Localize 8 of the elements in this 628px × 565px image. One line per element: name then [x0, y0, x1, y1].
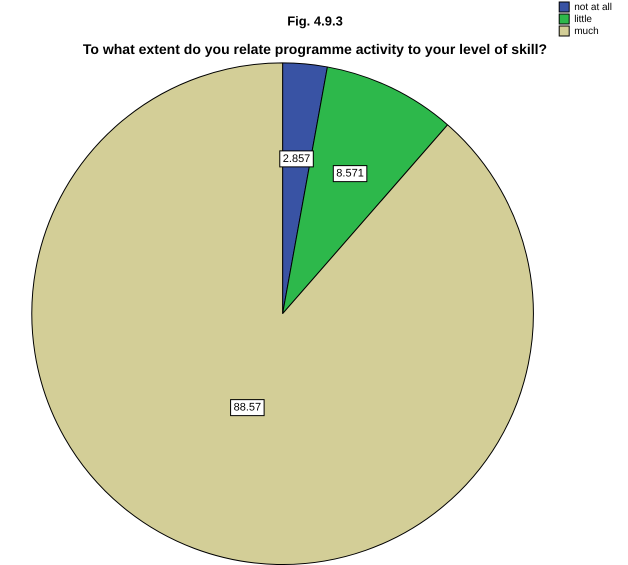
- data-label: 8.571: [336, 168, 364, 180]
- data-label: 2.857: [282, 152, 310, 165]
- legend-label: little: [574, 14, 592, 25]
- legend-label: not at all: [574, 2, 612, 13]
- text: To what extent do you relate programme activity to your level of skill?: [82, 40, 548, 57]
- text: Fig. 4.9.3: [287, 13, 343, 28]
- legend-label: much: [574, 26, 599, 37]
- data-label: 88.57: [234, 402, 262, 414]
